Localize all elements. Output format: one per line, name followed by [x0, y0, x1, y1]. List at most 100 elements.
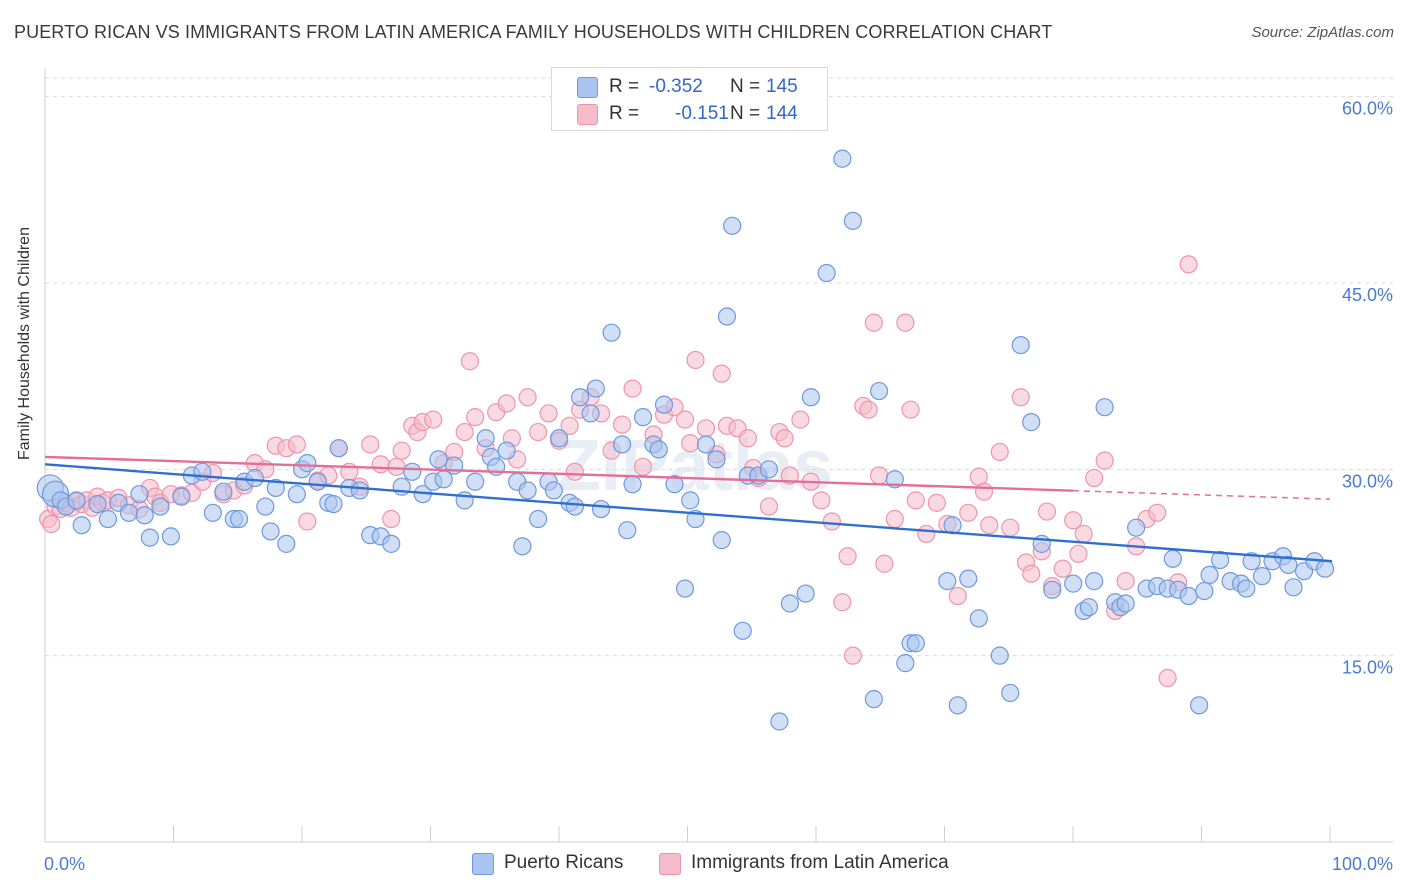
puerto-rican-point: [119, 503, 139, 522]
puerto-rican-point: [618, 521, 637, 540]
puerto-rican-point: [67, 491, 86, 510]
immigrant-point: [460, 352, 480, 371]
immigrant-point: [712, 364, 731, 383]
immigrant-point: [869, 466, 889, 485]
immigrant-point: [424, 410, 443, 429]
immigrant-point: [392, 441, 411, 460]
puerto-rican-point: [1200, 565, 1219, 585]
immigrant-point: [1148, 503, 1167, 522]
puerto-rican-point: [581, 404, 600, 423]
puerto-rican-point: [403, 462, 422, 481]
puerto-rican-point: [172, 487, 191, 506]
puerto-rican-point: [869, 381, 889, 401]
r-value: -0.151: [675, 103, 729, 124]
puerto-rican-point: [382, 534, 401, 553]
puerto-rican-point: [843, 211, 862, 230]
puerto-rican-point: [130, 485, 149, 504]
immigrant-point: [497, 394, 516, 413]
puerto-rican-point: [161, 527, 181, 546]
x-tick-label-max: 100.0%: [1332, 854, 1393, 874]
immigrant-point: [560, 416, 579, 435]
puerto-rican-point: [1279, 555, 1298, 575]
immigrant-point: [875, 554, 894, 573]
immigrant-point: [906, 491, 925, 510]
puerto-rican-point: [586, 379, 605, 398]
puerto-rican-point: [1237, 579, 1256, 598]
immigrant-trendline: [44, 455, 1074, 492]
puerto-rican-point: [696, 435, 716, 454]
immigrant-point: [974, 482, 994, 501]
immigrant-point: [901, 400, 920, 419]
puerto-rican-point: [1085, 572, 1104, 591]
puerto-rican-point: [896, 654, 915, 673]
correlation-legend: R = -0.352 N = 145 R = -0.151 N = 144: [551, 67, 828, 131]
puerto-rican-point: [938, 572, 957, 591]
puerto-rican-point: [565, 497, 584, 516]
puerto-rican-point: [796, 584, 815, 603]
n-value: 145: [766, 76, 798, 97]
immigrant-point: [1085, 468, 1104, 488]
puerto-rican-point: [1179, 586, 1198, 606]
immigrant-point: [927, 493, 946, 512]
immigrant-point: [896, 313, 915, 332]
puerto-rican-trendline: [44, 463, 1333, 563]
immigrant-point: [822, 512, 841, 531]
puerto-rican-point: [675, 579, 695, 598]
puerto-rican-point: [1210, 550, 1230, 570]
chart-title: PUERTO RICAN VS IMMIGRANTS FROM LATIN AM…: [14, 22, 1053, 42]
puerto-rican-point: [665, 475, 684, 494]
immigrant-point: [466, 408, 485, 427]
immigrant-point: [382, 509, 401, 529]
puerto-rican-point: [1163, 549, 1182, 568]
puerto-rican-point: [261, 522, 280, 541]
puerto-rican-point: [712, 531, 731, 550]
immigrant-point: [686, 350, 705, 370]
puerto-rican-point: [1284, 578, 1303, 597]
y-tick-label: 15.0%: [1342, 658, 1393, 678]
puerto-rican-point: [513, 537, 532, 556]
puerto-rican-point: [717, 307, 737, 326]
immigrant-point: [565, 462, 584, 481]
r-value: -0.352: [649, 76, 703, 97]
puerto-rican-point: [256, 497, 275, 516]
puerto-rican-point: [476, 429, 495, 448]
immigrant-point: [1069, 544, 1088, 563]
immigrant-point: [287, 435, 306, 454]
puerto-rican-point: [948, 696, 967, 715]
immigrant-point: [838, 547, 857, 566]
blue-swatch: [472, 853, 494, 875]
immigrant-point: [518, 388, 537, 407]
puerto-rican-point: [990, 646, 1009, 665]
puerto-rican-point: [770, 712, 789, 731]
puerto-rican-point: [1011, 335, 1030, 355]
pink-swatch: [659, 853, 681, 875]
puerto-rican-point: [1189, 696, 1209, 715]
immigrant-point: [1064, 511, 1083, 530]
puerto-rican-point: [570, 388, 590, 407]
immigrant-trendline-extension: [1072, 489, 1331, 500]
puerto-rican-point: [649, 440, 668, 459]
puerto-rican-point: [906, 634, 925, 653]
puerto-rican-point: [1043, 580, 1062, 599]
puerto-rican-point: [329, 439, 348, 458]
immigrant-point: [843, 646, 862, 665]
puerto-rican-point: [623, 475, 642, 494]
puerto-rican-point: [135, 506, 154, 525]
n-label: N =: [730, 103, 761, 124]
immigrant-point: [959, 503, 978, 522]
immigrant-point: [529, 422, 548, 442]
puerto-rican-point: [969, 609, 988, 628]
puerto-rican-point: [544, 481, 563, 500]
puerto-rican-point: [1242, 552, 1261, 571]
n-value: 144: [766, 103, 798, 124]
puerto-rican-point: [350, 481, 369, 500]
y-tick-label: 45.0%: [1342, 285, 1393, 305]
r-label: R =: [609, 76, 640, 97]
puerto-rican-point: [266, 478, 285, 498]
immigrant-point: [361, 435, 380, 454]
puerto-rican-point: [324, 495, 343, 514]
pink-swatch: [577, 104, 598, 125]
y-axis-label: Family Households with Children: [16, 227, 33, 460]
immigrant-point: [1095, 451, 1114, 470]
